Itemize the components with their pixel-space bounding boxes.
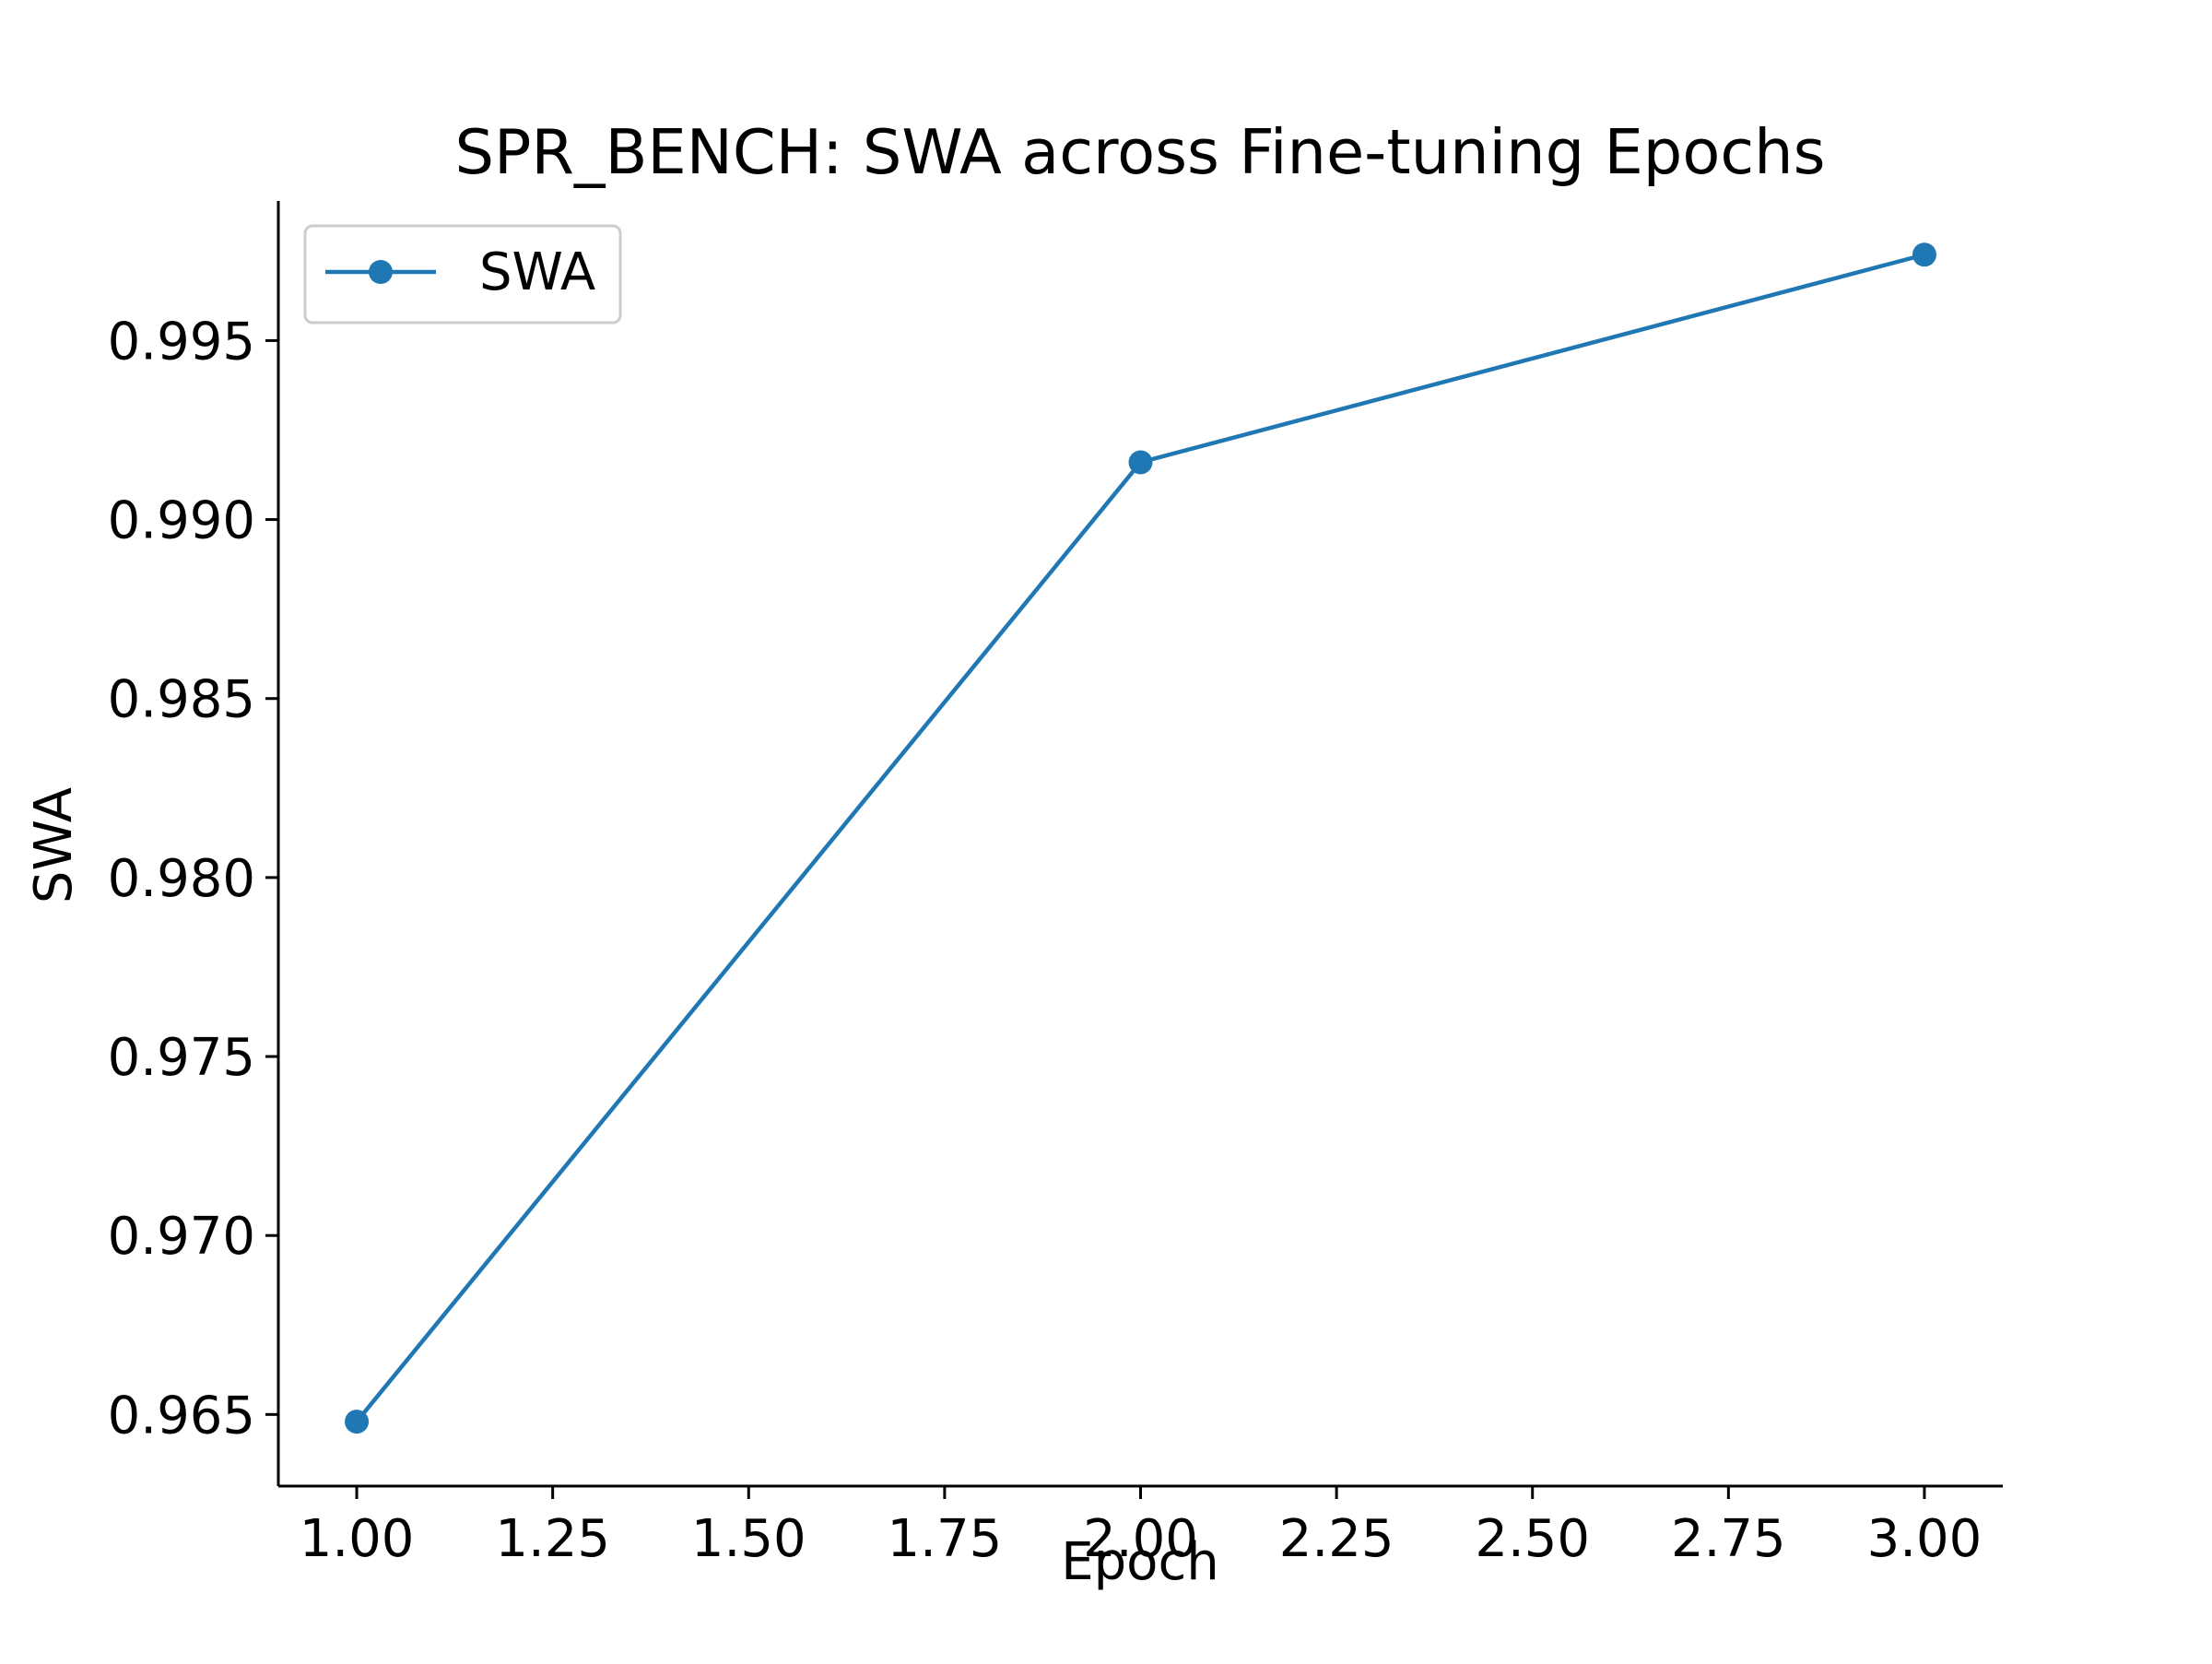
legend: SWA (303, 224, 622, 325)
y-tick-label: 0.970 (108, 1207, 255, 1267)
data-point-marker (345, 1410, 370, 1434)
y-tick-label: 0.965 (108, 1386, 255, 1446)
y-tick-label: 0.975 (108, 1028, 255, 1088)
y-axis-label: SWA (24, 787, 84, 903)
data-point-marker (1128, 450, 1153, 475)
axes (276, 201, 2003, 1488)
x-tick-label: 3.00 (1867, 1509, 1983, 1569)
data-series (345, 242, 1936, 1434)
y-tick-label: 0.980 (108, 849, 255, 909)
series-line-swa (354, 252, 1927, 1424)
chart-title: SPR_BENCH: SWA across Fine-tuning Epochs (454, 116, 1825, 188)
x-tick-label: 2.00 (1083, 1509, 1198, 1569)
x-tick-label: 2.50 (1475, 1509, 1590, 1569)
x-axis-label: Epoch (1061, 1532, 1218, 1592)
y-tick-label: 0.995 (108, 312, 255, 372)
x-tick-label: 1.25 (495, 1509, 610, 1569)
x-tick-label: 2.75 (1671, 1509, 1786, 1569)
x-tick-label: 1.00 (300, 1509, 415, 1569)
y-axis-ticks: 0.965 0.970 0.975 0.980 0.985 0.990 0.995 (108, 312, 278, 1446)
x-tick-label: 1.50 (691, 1509, 806, 1569)
legend-label: SWA (479, 242, 595, 302)
legend-marker-swatch (369, 260, 393, 284)
y-tick-label: 0.985 (108, 670, 255, 730)
x-axis-ticks: 1.00 1.25 1.50 1.75 2.00 2.25 2.50 2.75 3.00 (300, 1486, 1983, 1569)
x-tick-label: 2.25 (1279, 1509, 1394, 1569)
data-point-marker (1912, 242, 1936, 267)
y-tick-label: 0.990 (108, 491, 255, 551)
x-tick-label: 1.75 (888, 1509, 1003, 1569)
legend-box (303, 224, 622, 325)
